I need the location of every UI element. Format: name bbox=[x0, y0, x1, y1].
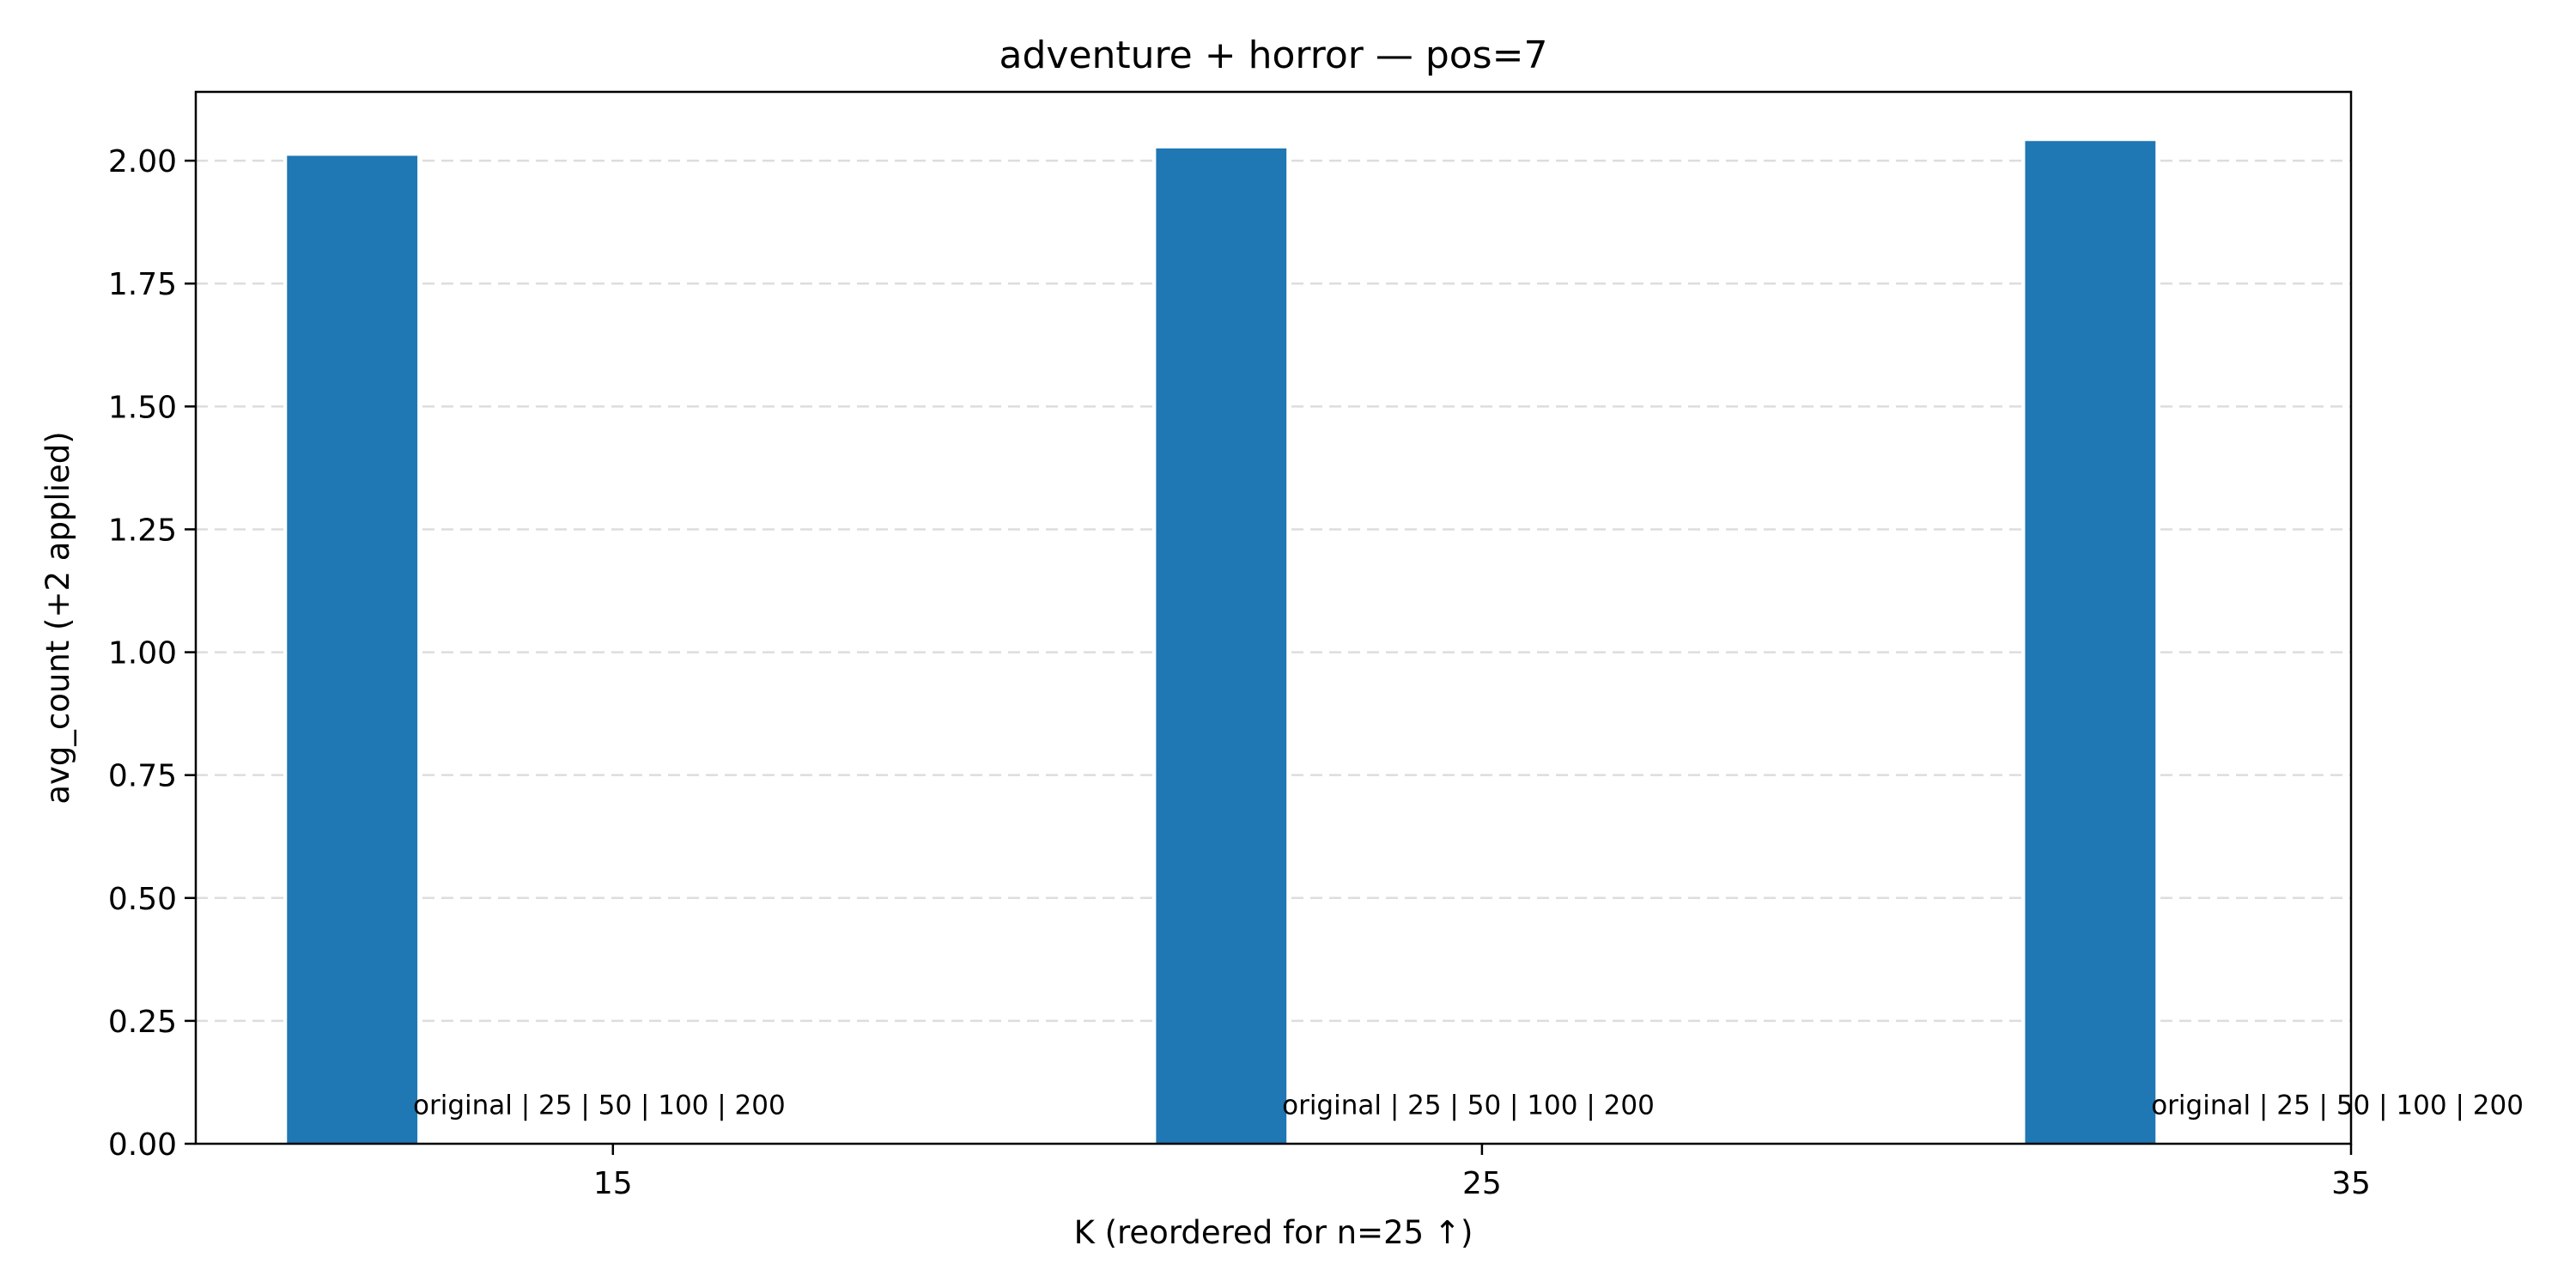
y-tick-label: 0.25 bbox=[108, 1005, 177, 1040]
y-ticks: 0.00 0.25 0.50 0.75 1.00 1.25 1.50 1.75 2.00 bbox=[108, 144, 196, 1163]
y-tick-label: 0.50 bbox=[108, 882, 177, 917]
x-tick-label: 35 bbox=[2331, 1166, 2371, 1201]
bars-group bbox=[287, 141, 2156, 1144]
chart-title: adventure + horror — pos=7 bbox=[999, 33, 1548, 77]
y-tick-label: 1.00 bbox=[108, 636, 177, 671]
y-tick-label: 1.75 bbox=[108, 267, 177, 302]
bar-annotation: original | 25 | 50 | 100 | 200 bbox=[2151, 1091, 2524, 1121]
bar bbox=[287, 155, 418, 1144]
bar bbox=[1156, 148, 1287, 1144]
x-ticks: 15 25 35 bbox=[593, 1144, 2371, 1201]
bar-annotation: original | 25 | 50 | 100 | 200 bbox=[413, 1091, 786, 1121]
y-tick-label: 1.25 bbox=[108, 513, 177, 548]
y-axis-label: avg_count (+2 applied) bbox=[39, 431, 76, 804]
y-tick-label: 0.00 bbox=[108, 1127, 177, 1163]
y-tick-label: 1.50 bbox=[108, 390, 177, 425]
y-tick-label: 0.75 bbox=[108, 759, 177, 794]
bar bbox=[2025, 141, 2156, 1144]
x-tick-label: 15 bbox=[593, 1166, 633, 1201]
bar-annotation: original | 25 | 50 | 100 | 200 bbox=[1282, 1091, 1655, 1121]
x-tick-label: 25 bbox=[1462, 1166, 1502, 1201]
y-tick-label: 2.00 bbox=[108, 144, 177, 179]
bar-annotations: original | 25 | 50 | 100 | 200 original |… bbox=[413, 1091, 2524, 1121]
plot-frame bbox=[194, 90, 2353, 1145]
x-axis-label: K (reordered for n=25 ↑) bbox=[1074, 1214, 1473, 1251]
